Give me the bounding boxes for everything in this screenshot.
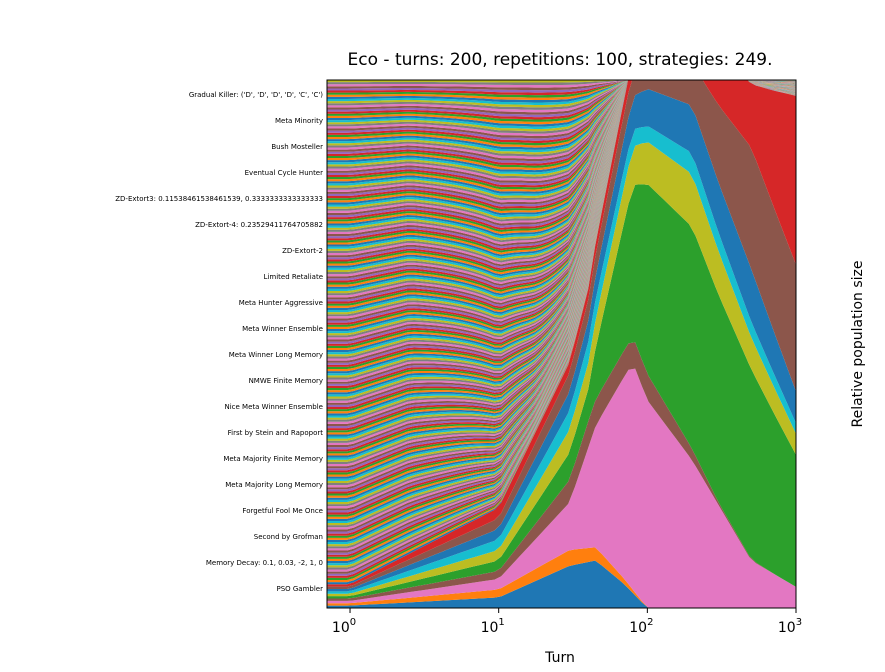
x-axis-label: Turn [544, 650, 575, 666]
x-tick-label: 101 [481, 617, 505, 636]
area-band-strategy-170 [327, 80, 796, 237]
strategy-label: Meta Hunter Aggressive [239, 299, 323, 307]
y-axis-label: Relative population size [850, 260, 866, 427]
plot-frame [326, 79, 797, 609]
strategy-label: ZD-Extort-2 [282, 247, 323, 255]
area-band-dominant-1 [327, 547, 796, 608]
strategy-label: Meta Minority [275, 117, 323, 125]
area-band-dominant-3 [327, 342, 796, 601]
area-band-dominant-0 [327, 560, 796, 608]
strategy-label: Memory Decay: 0.1, 0.03, -2, 1, 0 [206, 559, 323, 567]
strategy-label: Gradual Killer: ('D', 'D', 'D', 'D', 'C'… [189, 91, 323, 99]
area-band-strategy-177 [327, 80, 796, 222]
strategy-label: Meta Majority Finite Memory [223, 455, 323, 463]
area-band-strategy-235 [327, 80, 796, 91]
area-band-strategy-232 [327, 80, 796, 98]
strategy-label: Meta Winner Long Memory [229, 351, 323, 359]
area-band-strategy-230 [327, 80, 796, 103]
strategy-label: Limited Retaliate [264, 273, 323, 281]
area-band-strategy-100 [327, 80, 796, 374]
x-tick-label: 100 [332, 617, 356, 636]
strategy-label: NMWE Finite Memory [249, 377, 323, 385]
strategy-label: Bush Mosteller [271, 143, 323, 151]
area-band-strategy-173 [327, 80, 796, 230]
area-band-dominant-4 [327, 184, 796, 599]
area-band-strategy-171 [327, 80, 796, 235]
strategy-label: Meta Majority Long Memory [225, 481, 323, 489]
area-band-dominant-9 [327, 80, 796, 587]
strategy-label: First by Stein and Rapoport [228, 429, 324, 437]
strategy-label: Nice Meta Winner Ensemble [225, 403, 324, 411]
area-band-strategy-237 [327, 80, 796, 86]
stacked-area-bands [327, 80, 796, 608]
x-tick-label: 103 [778, 617, 802, 636]
area-band-strategy-169 [327, 80, 796, 239]
area-band-strategy-238 [327, 80, 796, 83]
area-band-strategy-231 [327, 80, 796, 101]
area-band-strategy-168 [327, 80, 796, 241]
strategy-label: Eventual Cycle Hunter [245, 169, 323, 177]
strategy-label: ZD-Extort-4: 0.23529411764705882 [195, 221, 323, 229]
area-band-strategy-172 [327, 80, 796, 232]
strategy-label: ZD-Extort3: 0.11538461538461539, 0.33333… [115, 195, 323, 203]
chart-title: Eco - turns: 200, repetitions: 100, stra… [348, 50, 773, 70]
strategy-label: Meta Winner Ensemble [242, 325, 323, 333]
x-axis-ticks: 100 101 102 103 [332, 608, 802, 636]
area-band-strategy-236 [327, 80, 796, 88]
strategy-label: PSO Gambler [276, 585, 323, 593]
area-band-strategy-234 [327, 80, 796, 93]
area-band-strategy-233 [327, 80, 796, 96]
x-tick-label: 102 [629, 617, 653, 636]
area-band-strategy-174 [327, 80, 796, 228]
strategy-labels: Gradual Killer: ('D', 'D', 'D', 'D', 'C'… [115, 91, 323, 593]
area-band-strategy-175 [327, 80, 796, 226]
area-band-strategy-178 [327, 80, 796, 220]
strategy-label: Forgetful Fool Me Once [242, 507, 323, 515]
strategy-label: Second by Grofman [254, 533, 323, 541]
area-band-strategy-176 [327, 80, 796, 224]
area-band-dominant-2 [327, 368, 796, 608]
